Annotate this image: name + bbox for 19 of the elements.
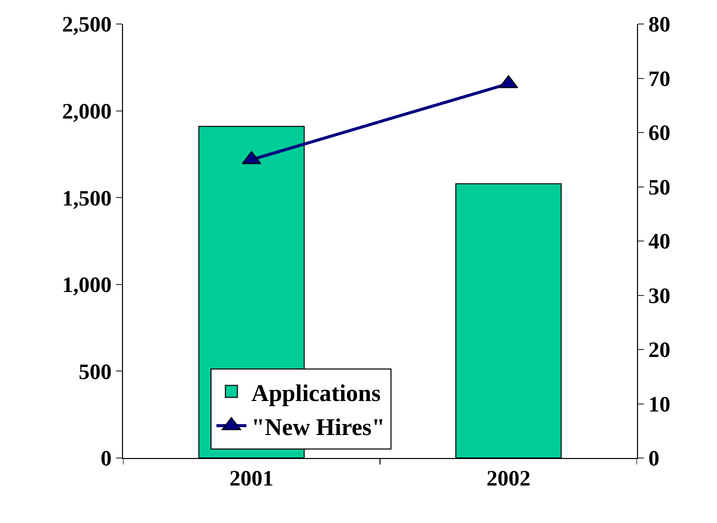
legend-label: Applications	[251, 380, 381, 407]
y2-tick-label: 0	[648, 446, 660, 471]
y-tick-label: 0	[100, 446, 112, 471]
y2-tick-label: 30	[648, 282, 670, 308]
y2-tick-label: 80	[648, 12, 670, 37]
y2-tick-label: 10	[648, 391, 670, 416]
y2-tick-label: 20	[648, 337, 670, 362]
y-tick-label: 500	[78, 358, 112, 384]
x-tick-label: 2002	[486, 465, 530, 490]
x-tick-label: 2001	[230, 465, 274, 490]
y-tick-label: 1,000	[62, 272, 112, 298]
y-tick-label: 1,500	[62, 185, 112, 210]
y2-tick-label: 40	[648, 228, 670, 254]
y2-tick-label: 70	[648, 66, 670, 91]
legend-label: "New Hires"	[251, 414, 385, 441]
y-tick-label: 2,000	[62, 98, 112, 124]
y2-tick-label: 50	[648, 174, 670, 200]
y-tick-label: 2,500	[62, 12, 112, 37]
y2-tick-label: 60	[648, 120, 670, 146]
